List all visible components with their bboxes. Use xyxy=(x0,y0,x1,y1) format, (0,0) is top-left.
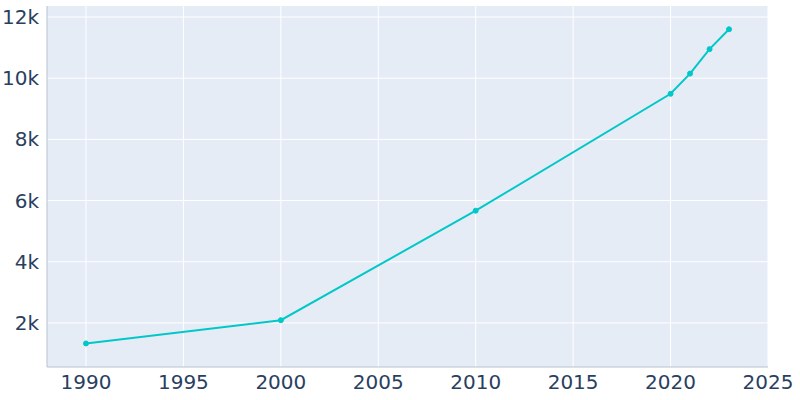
svg-text:1990: 1990 xyxy=(61,370,112,394)
svg-text:1995: 1995 xyxy=(158,370,209,394)
svg-text:2015: 2015 xyxy=(548,370,599,394)
svg-text:2020: 2020 xyxy=(645,370,696,394)
svg-text:12k: 12k xyxy=(8,5,39,29)
svg-text:2005: 2005 xyxy=(353,370,404,394)
svg-text:2000: 2000 xyxy=(255,370,306,394)
svg-text:2k: 2k xyxy=(15,311,40,335)
svg-text:4k: 4k xyxy=(15,250,40,274)
svg-text:8k: 8k xyxy=(15,127,40,151)
svg-text:2025: 2025 xyxy=(743,370,792,394)
svg-text:6k: 6k xyxy=(15,189,40,213)
svg-text:2010: 2010 xyxy=(450,370,501,394)
svg-text:10k: 10k xyxy=(8,66,39,90)
